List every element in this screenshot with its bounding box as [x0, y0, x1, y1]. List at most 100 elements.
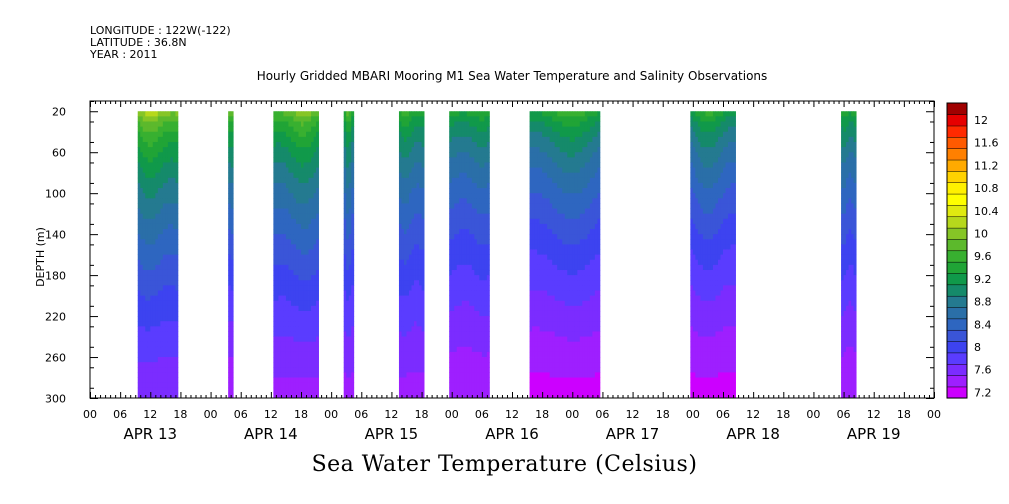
data-cell — [283, 310, 287, 317]
data-cell — [411, 213, 415, 220]
data-cell — [288, 188, 292, 194]
data-cell — [275, 188, 279, 194]
data-cell — [579, 131, 583, 138]
data-cell — [554, 269, 558, 276]
data-cell — [348, 147, 352, 153]
data-cell — [145, 351, 149, 358]
data-cell — [170, 357, 174, 363]
data-cell — [564, 188, 568, 194]
data-cell — [170, 275, 174, 281]
data-cell — [316, 116, 319, 122]
data-cell — [547, 188, 551, 194]
data-cell — [290, 167, 294, 174]
data-cell — [466, 121, 470, 127]
data-cell — [564, 336, 568, 343]
data-cell — [456, 203, 460, 209]
data-cell — [343, 259, 347, 266]
data-cell — [484, 126, 488, 133]
data-cell — [346, 372, 350, 378]
data-cell — [574, 290, 578, 296]
data-cell — [346, 259, 350, 266]
data-cell — [160, 188, 164, 194]
data-cell — [167, 264, 171, 271]
data-cell — [142, 377, 146, 384]
data-cell — [290, 244, 294, 250]
data-cell — [230, 136, 234, 143]
data-cell — [461, 295, 465, 302]
data-cell — [567, 372, 571, 378]
data-cell — [409, 351, 412, 358]
data-cell — [562, 223, 566, 230]
data-cell — [449, 126, 453, 133]
data-cell — [162, 147, 166, 153]
data-cell — [567, 244, 571, 250]
data-cell — [414, 182, 417, 189]
data-cell — [403, 234, 407, 240]
data-cell — [303, 157, 307, 163]
data-cell — [398, 305, 402, 312]
data-cell — [273, 346, 277, 353]
data-cell — [559, 198, 563, 204]
data-cell — [155, 162, 159, 168]
data-cell — [298, 116, 302, 122]
data-cell — [582, 136, 586, 143]
data-cell — [285, 136, 289, 143]
data-cell — [484, 116, 488, 122]
data-cell — [288, 131, 292, 138]
data-cell — [474, 280, 478, 286]
data-cell — [544, 254, 548, 261]
data-cell — [278, 316, 282, 322]
data-cell — [572, 341, 576, 348]
data-cell — [542, 280, 546, 286]
data-cell — [552, 244, 556, 250]
data-cell — [461, 377, 465, 384]
data-cell — [529, 229, 533, 235]
data-cell — [409, 218, 412, 225]
data-cell — [542, 316, 546, 322]
data-cell — [569, 213, 573, 220]
data-cell — [165, 300, 169, 307]
data-cell — [145, 188, 149, 194]
data-cell — [288, 382, 292, 389]
data-cell — [549, 203, 553, 209]
data-cell — [172, 249, 176, 256]
data-cell — [574, 269, 578, 276]
data-cell — [542, 331, 546, 337]
data-cell — [283, 305, 287, 312]
data-cell — [140, 239, 144, 245]
data-cell — [476, 193, 480, 199]
data-cell — [582, 177, 586, 184]
data-cell — [572, 208, 576, 215]
data-cell — [288, 387, 292, 394]
data-cell — [301, 136, 304, 143]
data-cell — [137, 331, 141, 337]
data-cell — [574, 182, 578, 189]
data-cell — [288, 177, 292, 184]
data-cell — [411, 387, 415, 394]
data-cell — [316, 264, 319, 271]
data-cell — [401, 269, 405, 276]
data-cell — [306, 377, 309, 384]
data-cell — [301, 300, 304, 307]
data-cell — [577, 280, 581, 286]
data-cell — [459, 300, 463, 307]
data-cell — [155, 152, 159, 158]
data-cell — [160, 259, 164, 266]
data-cell — [559, 229, 563, 235]
data-cell — [295, 244, 299, 250]
data-cell — [306, 387, 309, 394]
data-cell — [464, 136, 468, 143]
data-cell — [416, 377, 420, 384]
data-cell — [142, 198, 146, 204]
data-cell — [311, 244, 314, 250]
data-cell — [280, 234, 284, 240]
data-cell — [584, 136, 588, 143]
data-cell — [351, 331, 355, 337]
data-cell — [170, 264, 174, 271]
data-cell — [160, 351, 164, 358]
data-cell — [348, 295, 352, 302]
data-cell — [532, 310, 536, 317]
data-cell — [295, 157, 299, 163]
data-cell — [293, 285, 297, 291]
data-cell — [313, 392, 317, 399]
